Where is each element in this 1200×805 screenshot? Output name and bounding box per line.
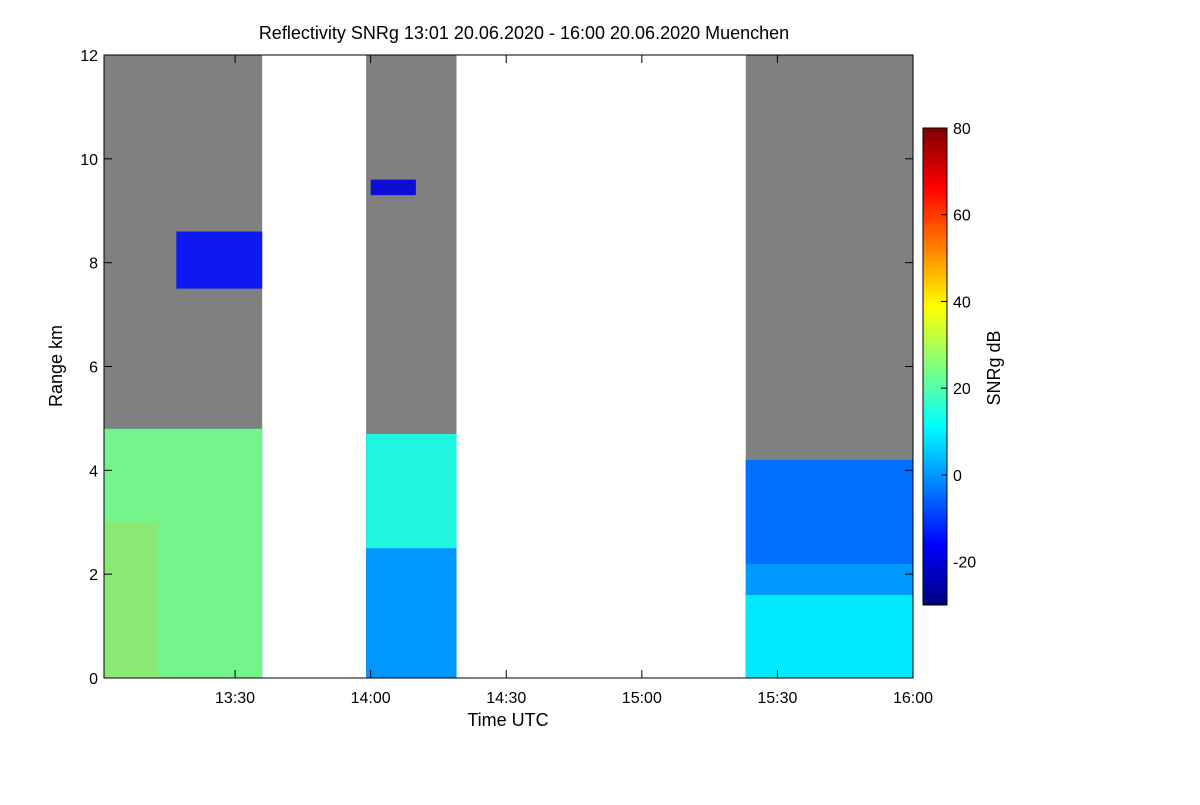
x-axis-label: Time UTC <box>467 710 548 730</box>
y-tick-label: 4 <box>89 463 98 480</box>
colorbar-tick-label: 0 <box>953 468 962 485</box>
y-tick-label: 8 <box>89 256 98 273</box>
x-tick-label: 14:30 <box>486 690 526 707</box>
y-axis-label: Range km <box>46 325 66 407</box>
x-axis: 13:30 14:00 14:30 15:00 15:30 16:00 <box>215 55 933 707</box>
colorbar-tick-label: 20 <box>953 381 971 398</box>
y-axis: 0 2 4 6 8 10 12 <box>80 48 913 688</box>
colorbar-gradient <box>922 127 948 606</box>
colorbar: -20 0 20 40 60 80 SNRg dB <box>922 121 1004 606</box>
colorbar-tick-label: -20 <box>953 555 976 572</box>
echo-feature-6 <box>745 594 913 678</box>
echo-feature-3 <box>176 231 263 289</box>
colorbar-ticks: -20 0 20 40 60 80 <box>941 121 976 572</box>
chart-title: Reflectivity SNRg 13:01 20.06.2020 - 16:… <box>259 23 789 43</box>
echo-feature-2 <box>104 428 263 678</box>
plot-area <box>104 55 913 678</box>
echo-feature-7 <box>745 459 913 564</box>
echo-feature-5 <box>366 433 457 549</box>
echo-feature-4 <box>370 179 416 196</box>
y-tick-label: 6 <box>89 360 98 377</box>
data-segment-2 <box>366 55 457 678</box>
colorbar-tick-label: 80 <box>953 121 971 138</box>
y-tick-label: 0 <box>89 671 98 688</box>
data-segment-3 <box>745 55 913 678</box>
colorbar-tick-label: 40 <box>953 294 971 311</box>
y-tick-label: 10 <box>80 152 98 169</box>
y-tick-label: 12 <box>80 48 98 65</box>
x-tick-label: 15:00 <box>622 690 662 707</box>
x-tick-label: 13:30 <box>215 690 255 707</box>
x-tick-label: 15:30 <box>757 690 797 707</box>
y-tick-label: 2 <box>89 567 98 584</box>
x-tick-label: 16:00 <box>893 690 933 707</box>
colorbar-label: SNRg dB <box>984 330 1004 405</box>
colorbar-tick-label: 60 <box>953 208 971 225</box>
x-tick-label: 14:00 <box>351 690 391 707</box>
